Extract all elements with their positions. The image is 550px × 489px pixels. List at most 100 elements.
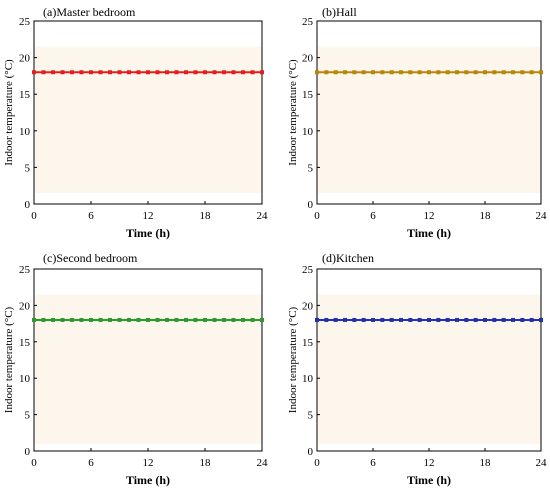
data-point [184,317,188,322]
y-tick-label: 15 [19,337,31,349]
data-point [529,70,534,75]
x-tick-label: 6 [370,457,376,469]
data-point [165,70,169,75]
x-tick-label: 0 [314,457,320,469]
data-point [352,70,357,75]
chart-title: (c)Second bedroom [43,251,138,265]
data-point [108,317,112,322]
x-tick-label: 6 [88,457,94,469]
data-point [315,317,319,322]
data-point [380,70,385,75]
data-point [203,70,207,75]
data-point [60,317,65,322]
data-point [231,70,236,75]
x-tick-label: 6 [88,210,94,222]
data-point [60,70,65,75]
x-tick-label: 6 [370,210,376,222]
data-point [136,70,141,75]
x-tick-label: 0 [31,457,37,469]
comfort-band [34,294,263,444]
data-point [41,70,46,75]
data-point [352,317,357,322]
data-point [79,70,84,75]
x-tick-label: 24 [257,457,269,469]
data-point [417,317,422,322]
y-tick-label: 20 [19,53,31,65]
y-tick-label: 25 [302,264,314,276]
y-tick-label: 5 [25,162,31,174]
y-tick-label: 20 [19,300,31,312]
x-tick-label: 12 [424,210,435,222]
data-point [250,317,255,322]
data-point [511,70,515,75]
x-axis-label: Time (h) [126,226,170,240]
x-axis-label: Time (h) [126,473,170,487]
y-tick-label: 20 [302,53,314,65]
x-axis-label: Time (h) [407,226,451,240]
data-point [492,317,497,322]
data-point [483,317,487,322]
data-point [389,70,394,75]
chart-title: (a)Master bedroom [43,5,136,19]
data-point [193,317,198,322]
x-tick-label: 18 [480,457,492,469]
data-point [501,70,506,75]
data-point [361,317,366,322]
data-point [492,70,497,75]
y-tick-label: 5 [308,162,314,174]
x-tick-label: 12 [143,457,154,469]
data-point [520,317,525,322]
x-tick-label: 18 [200,210,212,222]
data-point [371,70,375,75]
data-point [250,70,255,75]
x-tick-label: 0 [314,210,320,222]
x-tick-label: 24 [536,210,548,222]
data-point [98,317,103,322]
y-tick-label: 25 [19,16,31,28]
data-point [127,70,131,75]
y-axis-label: Indoor temperature (°C) [3,306,15,413]
data-point [473,317,478,322]
data-point [212,70,217,75]
data-point [380,317,385,322]
chart-panel-0: 0 5 10 15 20 25 0 6 12 18 24 (a)Master bedroom Time … [3,5,268,240]
data-point [427,317,431,322]
data-point [212,317,217,322]
data-point [174,317,179,322]
data-point [343,70,347,75]
data-point [445,70,450,75]
y-tick-label: 0 [308,199,314,211]
data-point [464,317,469,322]
y-tick-label: 0 [25,199,31,211]
data-point [51,317,55,322]
data-point [361,70,366,75]
data-point [117,317,122,322]
y-tick-label: 10 [19,126,31,138]
y-tick-label: 20 [302,300,314,312]
y-tick-label: 25 [19,264,31,276]
data-point [89,317,93,322]
data-point [399,70,403,75]
x-tick-label: 12 [424,457,435,469]
data-point [241,70,245,75]
data-point [343,317,347,322]
data-point [520,70,525,75]
y-tick-label: 5 [25,410,31,422]
y-tick-label: 10 [302,126,314,138]
data-point [222,317,226,322]
comfort-band [34,46,263,194]
data-point [260,317,264,322]
data-point [79,317,84,322]
data-point [108,70,112,75]
data-point [146,317,150,322]
data-point [436,317,441,322]
y-tick-label: 10 [302,373,314,385]
y-tick-label: 15 [302,89,314,101]
y-axis-label: Indoor temperature (°C) [287,306,299,413]
data-point [231,317,236,322]
data-point [51,70,55,75]
data-point [529,317,534,322]
chart-title: (d)Kitchen [322,251,374,265]
data-point [165,317,169,322]
x-tick-label: 24 [536,457,548,469]
